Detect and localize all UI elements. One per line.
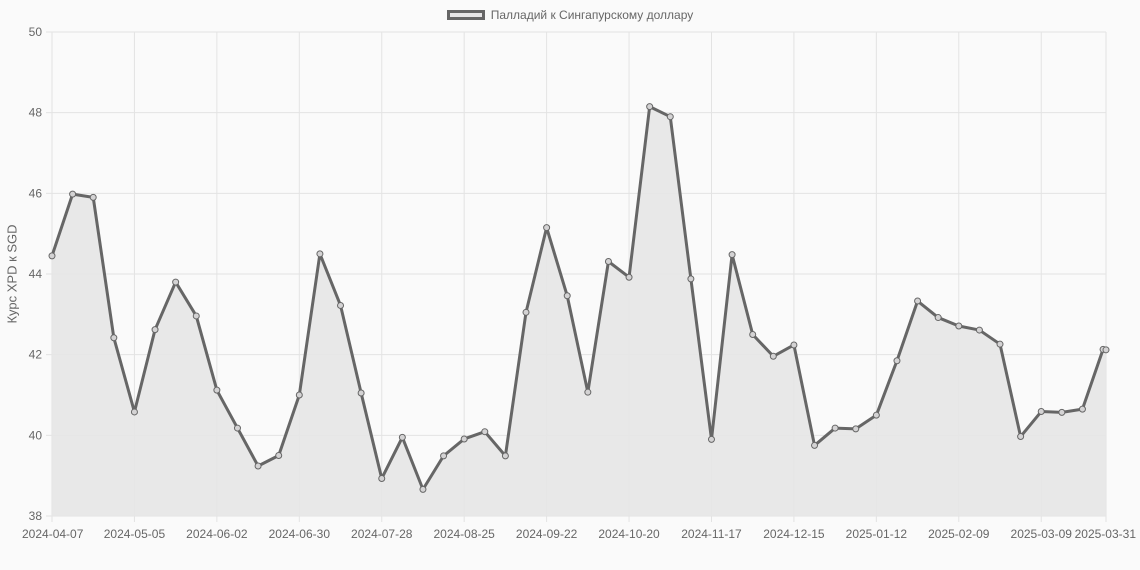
data-point bbox=[646, 103, 654, 111]
data-point bbox=[707, 435, 715, 443]
y-tick-label: 38 bbox=[29, 509, 43, 523]
data-point bbox=[872, 411, 880, 419]
x-tick-label: 2024-12-15 bbox=[763, 527, 825, 541]
data-point bbox=[110, 334, 118, 342]
data-point bbox=[89, 193, 97, 201]
data-point bbox=[275, 452, 283, 459]
data-point bbox=[893, 357, 901, 365]
data-point bbox=[852, 425, 860, 433]
y-tick-label: 44 bbox=[29, 267, 43, 281]
y-tick-label: 42 bbox=[29, 348, 43, 362]
data-point bbox=[440, 452, 448, 460]
data-point bbox=[337, 301, 345, 309]
data-point bbox=[522, 308, 530, 316]
data-point bbox=[316, 250, 324, 258]
data-point bbox=[1102, 346, 1110, 354]
chart-grid bbox=[46, 31, 1107, 522]
data-point bbox=[543, 224, 551, 232]
y-axis-ticks: 38 40 42 44 46 48 50 bbox=[29, 25, 43, 523]
data-point bbox=[501, 452, 509, 460]
series-area bbox=[52, 106, 1106, 517]
data-point bbox=[996, 340, 1004, 348]
data-point bbox=[419, 485, 427, 493]
x-tick-label: 2025-03-31 bbox=[1075, 527, 1137, 541]
chart-area-fill bbox=[52, 106, 1106, 517]
data-point bbox=[1037, 408, 1045, 416]
x-tick-label: 2024-06-30 bbox=[269, 527, 331, 541]
data-point bbox=[914, 297, 922, 305]
legend-swatch bbox=[446, 9, 485, 20]
data-point bbox=[295, 391, 303, 399]
data-point bbox=[357, 389, 365, 397]
data-point bbox=[1078, 405, 1086, 413]
data-point bbox=[398, 433, 406, 441]
data-point bbox=[604, 257, 612, 265]
chart-legend[interactable]: Палладий к Сингапурскому доллару bbox=[0, 7, 1140, 22]
data-point bbox=[460, 435, 468, 443]
x-tick-label: 2025-03-09 bbox=[1011, 527, 1073, 541]
legend-label: Палладий к Сингапурскому доллару bbox=[490, 7, 694, 22]
data-point bbox=[584, 388, 592, 396]
y-tick-label: 48 bbox=[29, 106, 43, 120]
data-point bbox=[48, 252, 56, 260]
data-point bbox=[172, 278, 180, 286]
y-tick-label: 50 bbox=[29, 25, 43, 39]
data-point bbox=[213, 386, 221, 394]
data-point bbox=[130, 408, 138, 416]
x-tick-label: 2024-10-20 bbox=[598, 527, 660, 541]
data-point bbox=[769, 352, 777, 360]
data-point bbox=[687, 275, 695, 283]
data-point bbox=[69, 190, 77, 198]
data-point bbox=[254, 462, 262, 470]
data-point bbox=[378, 474, 386, 482]
data-point bbox=[934, 314, 942, 322]
x-tick-label: 2024-11-17 bbox=[681, 527, 742, 541]
data-point bbox=[790, 341, 798, 349]
data-point bbox=[831, 424, 839, 432]
x-tick-label: 2025-02-09 bbox=[928, 527, 990, 541]
y-tick-label: 46 bbox=[29, 186, 43, 200]
x-tick-label: 2024-06-02 bbox=[186, 527, 248, 541]
x-tick-label: 2024-07-28 bbox=[351, 527, 413, 541]
data-point bbox=[625, 273, 633, 281]
data-point bbox=[728, 251, 736, 259]
data-point bbox=[233, 424, 241, 432]
x-tick-label: 2024-09-22 bbox=[516, 527, 578, 541]
x-tick-label: 2025-01-12 bbox=[846, 527, 908, 541]
x-axis-ticks: 2024-04-07 2024-05-05 2024-06-02 2024-06-30… bbox=[22, 527, 1136, 541]
data-point bbox=[563, 292, 571, 300]
data-point bbox=[955, 322, 963, 330]
x-tick-label: 2024-04-07 bbox=[22, 527, 84, 541]
x-tick-label: 2024-05-05 bbox=[104, 527, 166, 541]
data-point bbox=[811, 441, 819, 449]
chart-points bbox=[48, 103, 1110, 493]
data-point bbox=[749, 331, 757, 338]
data-point bbox=[1058, 408, 1066, 416]
data-point bbox=[666, 113, 674, 121]
y-tick-label: 40 bbox=[29, 428, 43, 442]
data-point bbox=[151, 326, 159, 334]
data-point bbox=[481, 428, 489, 436]
data-point bbox=[192, 312, 200, 320]
x-tick-label: 2024-08-25 bbox=[433, 527, 495, 541]
data-point bbox=[975, 326, 983, 334]
data-point bbox=[1017, 433, 1025, 441]
